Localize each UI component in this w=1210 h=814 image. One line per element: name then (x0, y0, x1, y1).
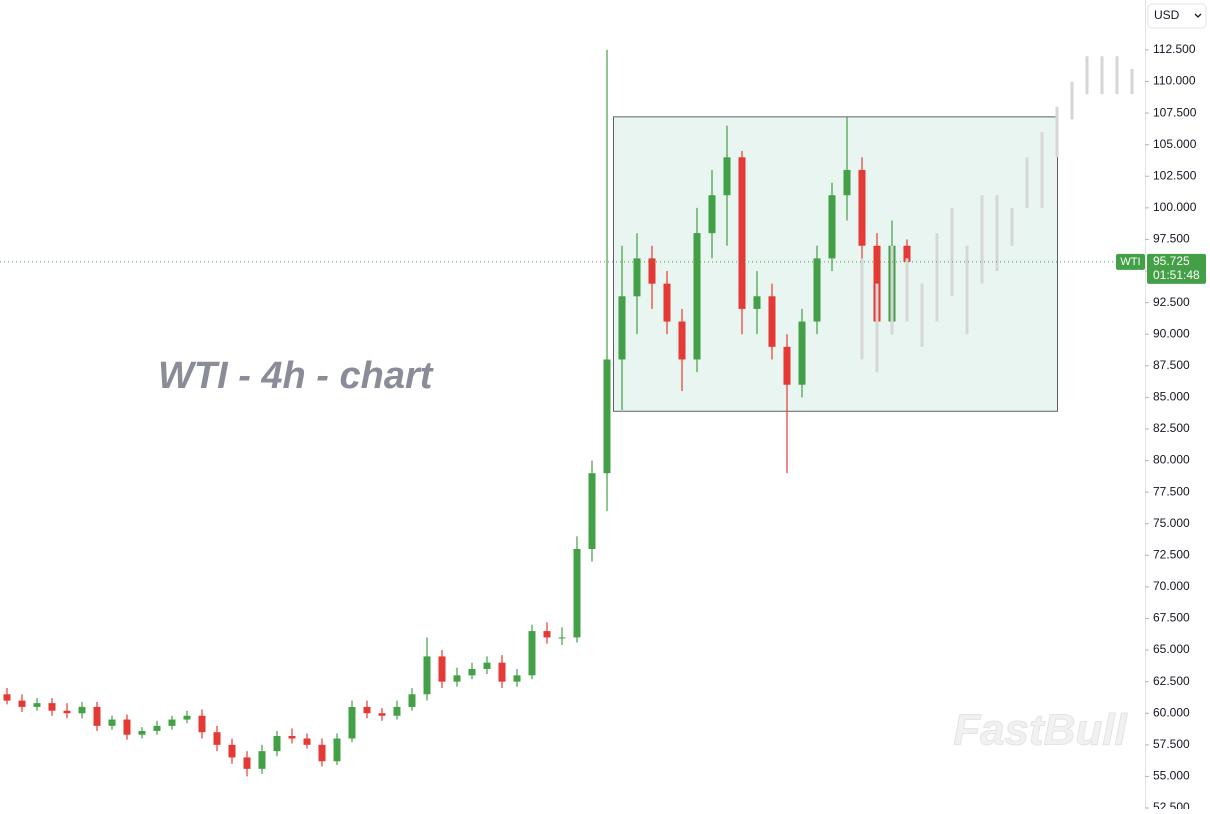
candle-body (843, 169, 851, 196)
candle-body (303, 738, 311, 745)
y-tick-label: 80.000 (1153, 453, 1190, 467)
y-tick-label: 62.500 (1153, 674, 1190, 688)
y-tick-label: 55.000 (1153, 769, 1190, 783)
candle-body (183, 715, 191, 720)
candle-body (423, 656, 431, 695)
candle-body (258, 751, 266, 769)
candle-body (648, 258, 656, 284)
candle-body (498, 662, 506, 682)
y-tick-label: 102.500 (1153, 168, 1197, 182)
candle-body (63, 710, 71, 714)
y-tick-label: 77.500 (1153, 484, 1190, 498)
candle-body (798, 321, 806, 385)
candle-body (723, 157, 731, 196)
price-axis: 52.500 55.000 57.500 60.000 62.500 65.000 67.5… (1145, 42, 1197, 814)
candle-body (243, 757, 251, 769)
candle-body (138, 730, 146, 735)
watermark: FastBull (953, 706, 1127, 755)
candle-body (588, 473, 596, 549)
candle-body (438, 656, 446, 682)
y-tick-label: 60.000 (1153, 705, 1190, 719)
range-box (613, 116, 1058, 412)
candle-body (693, 233, 701, 360)
chevron[interactable] (1194, 13, 1202, 18)
y-tick-label: 82.500 (1153, 421, 1190, 435)
y-tick-label: 87.500 (1153, 358, 1190, 372)
y-tick-label: 107.500 (1153, 105, 1197, 119)
candle-body (768, 296, 776, 347)
candle-body (18, 700, 26, 707)
countdown-label: 01:51:48 (1153, 268, 1200, 282)
y-tick-label: 65.000 (1153, 642, 1190, 656)
candle-body (663, 283, 671, 322)
y-tick-label: 112.500 (1153, 42, 1196, 56)
candle-body (33, 703, 41, 707)
candle-body (273, 735, 281, 752)
candle-body (93, 706, 101, 726)
y-tick-label: 57.500 (1153, 737, 1190, 751)
y-tick-label: 105.000 (1153, 137, 1197, 151)
candle-body (108, 719, 116, 726)
currency-label[interactable]: USD (1154, 8, 1180, 22)
candle-body (603, 359, 611, 474)
y-tick-label: 85.000 (1153, 390, 1190, 404)
candle-body (348, 706, 356, 739)
y-tick-label: 70.000 (1153, 579, 1190, 593)
candle-body (828, 195, 836, 259)
annotation: WTI - 4h - chart (158, 355, 434, 397)
candle-body (543, 631, 551, 638)
candle-body (198, 715, 206, 733)
symbol-label: WTI (1120, 256, 1140, 268)
y-tick-label: 97.500 (1153, 232, 1190, 246)
candle-body (528, 631, 536, 676)
candle-body (408, 694, 416, 707)
candle-body (753, 296, 761, 309)
candle-body (708, 195, 716, 234)
candle-body (48, 703, 56, 711)
candle-body (783, 346, 791, 385)
candle-body (153, 725, 161, 731)
candle-body (333, 738, 341, 762)
candle-body (393, 706, 401, 716)
candle-body (228, 744, 236, 758)
candle-body (468, 669, 476, 676)
plot-area (0, 49, 1145, 777)
candle-body (3, 694, 11, 701)
candle-body (558, 637, 566, 639)
candle-body (363, 706, 371, 714)
candle-body (453, 675, 461, 682)
candle-body (483, 662, 491, 670)
candle-body (318, 744, 326, 762)
y-tick-label: 92.500 (1153, 295, 1190, 309)
candle-body (858, 169, 866, 246)
candle-body (168, 719, 176, 726)
price-tag (1147, 253, 1206, 284)
candle-body (573, 548, 581, 638)
y-tick-label: 52.500 (1153, 800, 1190, 809)
y-tick-label: 90.000 (1153, 326, 1190, 340)
y-tick-label: 72.500 (1153, 547, 1190, 561)
y-tick-label: 110.000 (1153, 74, 1196, 88)
y-tick-label: 75.000 (1153, 516, 1190, 530)
candle-body (813, 258, 821, 322)
candle-body (378, 713, 386, 716)
y-tick-label: 67.500 (1153, 611, 1190, 625)
candle-body (678, 321, 686, 360)
candle-body (288, 735, 296, 739)
candle-body (513, 675, 521, 682)
price-label: 95.725 (1153, 254, 1190, 268)
candle-body (78, 706, 86, 714)
currency-select[interactable] (1147, 3, 1207, 29)
candle-body (618, 296, 626, 360)
candle-body (213, 732, 221, 745)
candle-body (123, 719, 131, 735)
candle-body (633, 258, 641, 297)
candle-body (738, 157, 746, 309)
candle-body (903, 245, 911, 262)
symbol-tag (1116, 253, 1145, 270)
y-tick-label: 100.000 (1153, 200, 1197, 214)
